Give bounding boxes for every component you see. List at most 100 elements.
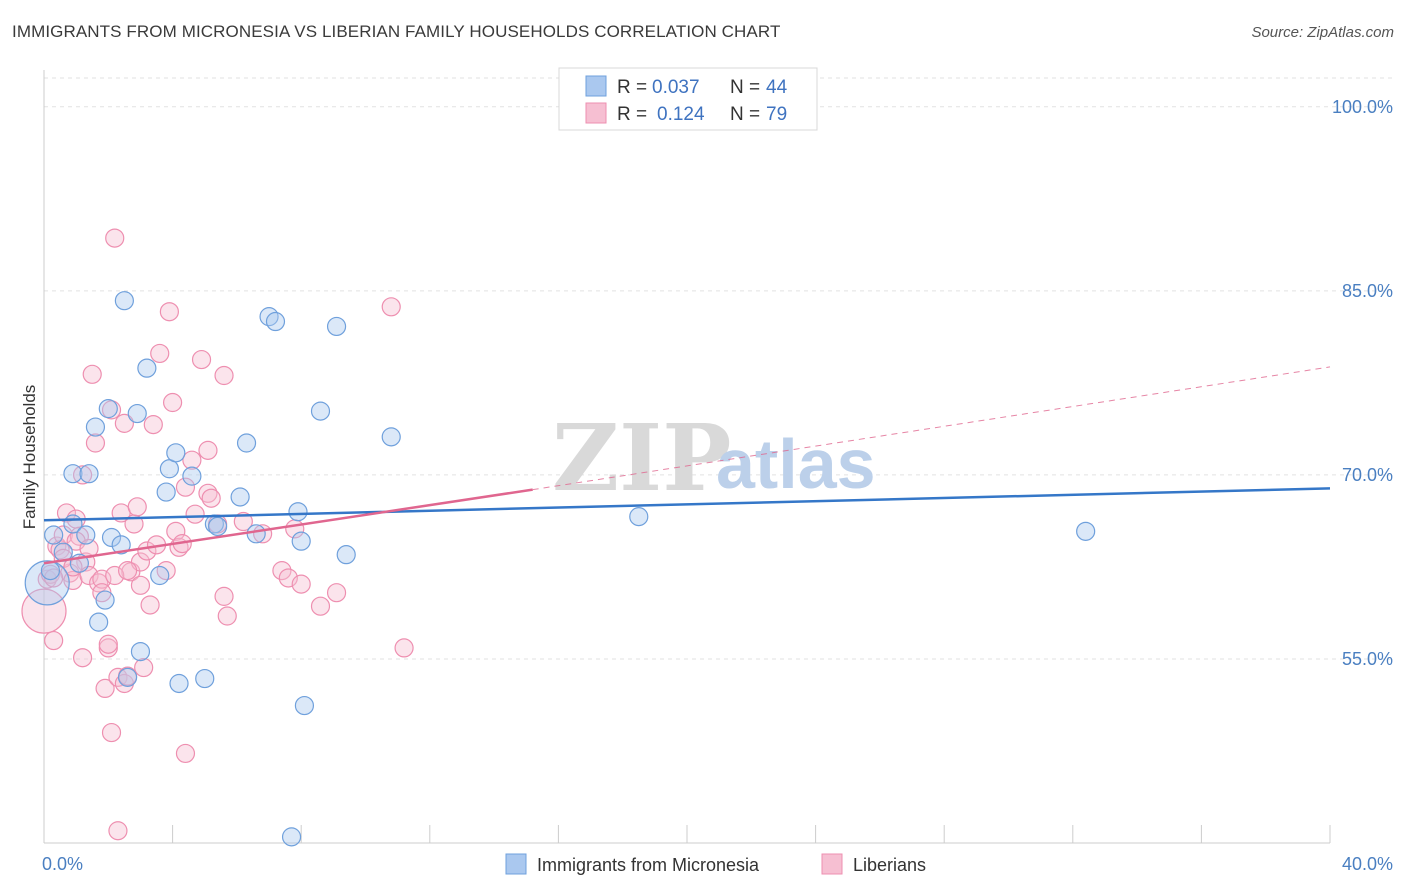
liberians-point-27 bbox=[108, 821, 128, 841]
watermark-zip: ZIP bbox=[552, 404, 731, 512]
micronesia-point-35 bbox=[294, 695, 315, 716]
micronesia-point-9 bbox=[114, 291, 134, 311]
watermark-atlas: atlas bbox=[716, 425, 876, 503]
liberians-point-34 bbox=[127, 497, 147, 517]
micronesia-point-22 bbox=[182, 466, 202, 486]
y-tick-label-0: 55.0% bbox=[1342, 649, 1393, 669]
liberians-point-48 bbox=[182, 450, 202, 470]
legend-swatch-pink bbox=[585, 102, 607, 124]
legend-n-value-1: 44 bbox=[766, 77, 788, 98]
legend-n-label-2: N = bbox=[730, 104, 760, 125]
liberians-point-57 bbox=[217, 606, 237, 626]
stats-legend: R = 0.037 N = 44 R = 0.124 N = 79 bbox=[558, 67, 818, 131]
liberians-point-46 bbox=[175, 477, 196, 497]
liberians-trend-line bbox=[43, 488, 533, 565]
legend-swatch-blue bbox=[585, 75, 607, 97]
micronesia-point-30 bbox=[259, 307, 279, 327]
micronesia-point-38 bbox=[336, 545, 356, 565]
micronesia-point-33 bbox=[288, 502, 308, 522]
micronesia-point-26 bbox=[208, 516, 228, 537]
liberians-point-44 bbox=[166, 521, 186, 541]
micronesia-point-21 bbox=[166, 443, 186, 463]
liberians-point-29 bbox=[114, 413, 134, 433]
liberians-point-40 bbox=[150, 343, 170, 364]
micronesia-point-23 bbox=[169, 673, 189, 694]
liberians-point-66 bbox=[381, 297, 401, 317]
liberians-point-43 bbox=[163, 392, 183, 413]
micronesia-point-41 bbox=[1076, 521, 1096, 541]
micronesia-point-5 bbox=[63, 464, 83, 484]
y-tick-labels: 55.0% 70.0% 85.0% 100.0% bbox=[1332, 97, 1393, 669]
micronesia-point-34 bbox=[291, 531, 311, 551]
liberians-point-55 bbox=[214, 365, 234, 386]
liberians-point-65 bbox=[326, 583, 347, 603]
micronesia-point-32 bbox=[281, 827, 302, 847]
micronesia-trend-line bbox=[43, 487, 1331, 522]
micronesia-point-16 bbox=[137, 358, 157, 378]
liberians-point-23 bbox=[101, 400, 122, 420]
liberians-point-38 bbox=[140, 595, 160, 615]
liberians-point-36 bbox=[134, 657, 154, 678]
legend-n-label-1: N = bbox=[730, 77, 760, 98]
micronesia-point-27 bbox=[230, 487, 250, 507]
liberians-point-56 bbox=[214, 586, 234, 606]
liberians-point-60 bbox=[272, 561, 292, 581]
series-legend-label-liberians: Liberians bbox=[853, 855, 926, 875]
micronesia-point-31 bbox=[265, 311, 286, 332]
micronesia-point-24 bbox=[195, 668, 215, 689]
liberians-point-53 bbox=[201, 488, 221, 508]
liberians-point-24 bbox=[101, 722, 122, 743]
legend-r-label-2: R = bbox=[617, 104, 647, 125]
liberians-point-74 bbox=[117, 561, 138, 581]
liberians-point-73 bbox=[105, 565, 125, 586]
micronesia-point-6 bbox=[79, 464, 99, 484]
legend-r-value-1: 0.037 bbox=[652, 77, 700, 98]
x-tick-label-min: 0.0% bbox=[42, 854, 83, 874]
series-legend-swatch-blue bbox=[505, 853, 527, 875]
micronesia-point-18 bbox=[150, 565, 170, 586]
micronesia-point-1 bbox=[44, 525, 64, 545]
micronesia-point-7 bbox=[85, 417, 106, 437]
liberians-point-50 bbox=[191, 349, 212, 370]
liberians-point-67 bbox=[394, 638, 414, 658]
micronesia-points bbox=[24, 291, 1096, 847]
liberians-point-19 bbox=[92, 569, 112, 589]
series-legend-swatch-pink bbox=[821, 853, 843, 875]
liberians-point-51 bbox=[198, 440, 218, 460]
watermark: ZIP atlas bbox=[552, 404, 876, 512]
micronesia-point-12 bbox=[89, 612, 109, 632]
legend-r-value-2: 0.124 bbox=[657, 104, 705, 125]
liberians-point-16 bbox=[82, 364, 102, 384]
liberians-trend-extension bbox=[532, 366, 1331, 491]
micronesia-point-39 bbox=[381, 427, 401, 447]
liberians-point-17 bbox=[85, 433, 106, 453]
legend-r-label-1: R = bbox=[617, 77, 647, 98]
x-axis-ticks bbox=[43, 825, 1331, 843]
micronesia-point-29 bbox=[246, 524, 266, 544]
micronesia-point-42 bbox=[40, 561, 61, 581]
chart-title: IMMIGRANTS FROM MICRONESIA VS LIBERIAN F… bbox=[12, 22, 781, 41]
micronesia-point-17 bbox=[127, 403, 147, 424]
micronesia-point-13 bbox=[95, 590, 115, 610]
micronesia-point-11 bbox=[111, 535, 131, 555]
micronesia-point-4 bbox=[76, 525, 96, 545]
micronesia-point-14 bbox=[117, 667, 138, 687]
y-tick-label-3: 100.0% bbox=[1332, 97, 1393, 117]
series-legend: Immigrants from Micronesia Liberians bbox=[505, 853, 926, 875]
micronesia-point-37 bbox=[326, 316, 347, 337]
liberians-point-64 bbox=[310, 596, 331, 616]
liberians-point-42 bbox=[159, 302, 179, 322]
liberians-point-49 bbox=[185, 504, 205, 524]
liberians-point-47 bbox=[175, 743, 196, 764]
y-tick-label-1: 70.0% bbox=[1342, 465, 1393, 485]
liberians-point-12 bbox=[72, 465, 93, 485]
series-legend-label-micronesia: Immigrants from Micronesia bbox=[537, 855, 760, 875]
micronesia-point-10 bbox=[101, 527, 122, 548]
liberians-point-22 bbox=[98, 634, 118, 654]
liberians-point-20 bbox=[95, 678, 115, 699]
micronesia-point-8 bbox=[98, 399, 118, 419]
liberians-point-25 bbox=[105, 228, 125, 248]
liberians-point-75 bbox=[130, 575, 151, 595]
micronesia-point-15 bbox=[130, 641, 151, 662]
